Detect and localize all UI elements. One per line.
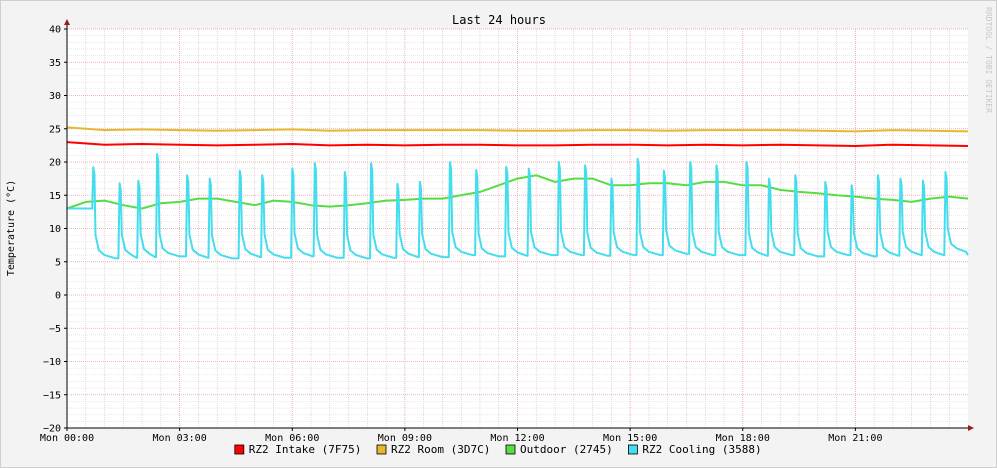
x-tick-label: Mon 21:00 — [828, 433, 882, 444]
y-tick-label: −10 — [43, 357, 61, 368]
y-tick-label: 35 — [49, 58, 61, 69]
legend-swatch-2 — [505, 444, 516, 455]
series-line-0 — [66, 141, 969, 147]
y-tick-label: 30 — [49, 91, 61, 102]
y-tick-labels: −20 −15 −10 −5 0 5 10 15 20 25 30 35 40 — [43, 25, 67, 435]
legend-label-2: Outdoor (2745) — [520, 443, 613, 456]
legend-swatch-3 — [628, 444, 638, 455]
legend-label-3: RZ2 Cooling (3588) — [642, 443, 761, 456]
y-axis-arrow-icon — [64, 19, 70, 25]
x-tick-labels: Mon 00:00 Mon 03:00 Mon 06:00 Mon 09:00 Mon … — [40, 428, 882, 444]
x-tick-label: Mon 06:00 — [265, 433, 319, 444]
x-tick-label: Mon 15:00 — [603, 433, 657, 444]
watermark: RRDTOOL / TOBI OETIKER — [984, 7, 993, 113]
y-tick-label: 10 — [49, 224, 61, 235]
x-tick-label: Mon 00:00 — [40, 433, 94, 444]
y-tick-label: 15 — [49, 191, 61, 202]
series-line-2 — [66, 174, 969, 210]
x-tick-label: Mon 12:00 — [490, 433, 544, 444]
series-layer — [66, 126, 969, 260]
y-tick-label: 25 — [49, 124, 61, 135]
x-tick-label: Mon 18:00 — [716, 433, 770, 444]
y-tick-label: 0 — [55, 291, 61, 302]
legend: RZ2 Intake (7F75) RZ2 Room (3D7C) Outdoor … — [234, 443, 762, 456]
y-tick-label: −5 — [49, 324, 61, 335]
legend-swatch-0 — [234, 444, 245, 455]
grid-lines — [66, 28, 968, 429]
y-tick-label: 20 — [49, 158, 61, 169]
y-tick-label: 5 — [55, 257, 61, 268]
legend-swatch-1 — [376, 444, 387, 455]
y-tick-label: −20 — [43, 424, 61, 435]
y-tick-label: 40 — [49, 25, 61, 36]
x-tick-label: Mon 03:00 — [153, 433, 207, 444]
y-tick-label: −15 — [43, 390, 61, 401]
y-axis-label: Temperature (°C) — [6, 180, 17, 276]
x-tick-label: Mon 09:00 — [378, 433, 432, 444]
legend-label-0: RZ2 Intake (7F75) — [249, 443, 362, 456]
chart-title: Last 24 hours — [452, 13, 546, 27]
x-axis-arrow-icon — [968, 425, 974, 431]
series-line-1 — [66, 126, 969, 133]
series-line-3 — [67, 153, 969, 260]
legend-label-1: RZ2 Room (3D7C) — [391, 443, 490, 456]
axes — [64, 19, 974, 431]
